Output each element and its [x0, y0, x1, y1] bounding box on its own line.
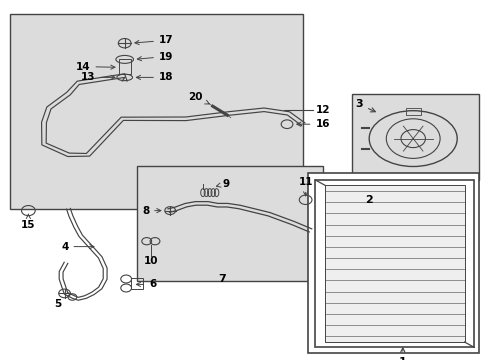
Bar	[307, 173, 478, 353]
Text: 11: 11	[298, 177, 312, 196]
Text: 17: 17	[135, 35, 173, 45]
Text: 13: 13	[81, 72, 115, 82]
Text: 20: 20	[188, 92, 209, 104]
Text: 3: 3	[355, 99, 375, 112]
Bar	[351, 94, 478, 180]
Text: 16: 16	[296, 119, 329, 129]
Text: 9: 9	[216, 179, 229, 189]
Bar	[325, 185, 464, 342]
Text: 5: 5	[54, 299, 61, 309]
Text: 14: 14	[76, 62, 115, 72]
Text: 4: 4	[61, 242, 94, 252]
Bar	[137, 166, 322, 281]
Text: 1: 1	[398, 348, 406, 360]
Text: 10: 10	[143, 256, 158, 266]
Text: 2: 2	[365, 195, 372, 205]
Bar	[10, 14, 303, 209]
Bar	[131, 278, 143, 289]
Text: 18: 18	[136, 72, 173, 82]
Text: 8: 8	[142, 206, 161, 216]
Bar	[119, 59, 130, 74]
Bar	[315, 180, 473, 347]
Text: 7: 7	[218, 274, 226, 284]
Text: 6: 6	[136, 279, 156, 289]
Text: 12: 12	[315, 105, 329, 115]
Bar	[405, 108, 420, 115]
Text: 15: 15	[21, 214, 36, 230]
Text: 19: 19	[137, 51, 173, 62]
